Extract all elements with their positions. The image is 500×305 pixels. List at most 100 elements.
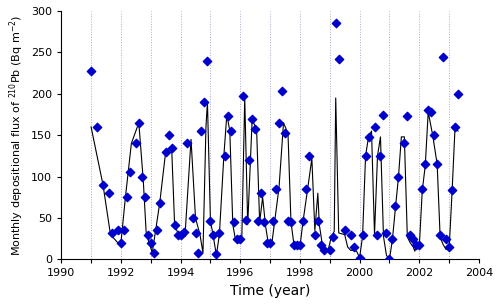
Point — [416, 243, 424, 248]
Point — [328, 235, 336, 239]
Point — [120, 228, 128, 233]
Point — [299, 219, 307, 224]
Point — [192, 231, 200, 235]
Point — [442, 236, 450, 241]
Point — [410, 236, 418, 241]
Point — [87, 68, 95, 73]
Point — [388, 236, 396, 241]
Point — [430, 133, 438, 138]
Point — [386, 257, 394, 262]
Point — [326, 247, 334, 252]
Point — [230, 220, 238, 225]
Point — [188, 216, 196, 221]
Point — [168, 145, 175, 150]
Point — [260, 220, 268, 225]
Point — [314, 218, 322, 223]
Point — [114, 228, 122, 233]
Point — [451, 124, 459, 129]
Point — [206, 218, 214, 223]
Point — [433, 162, 441, 167]
Point — [236, 236, 244, 241]
Point — [254, 218, 262, 223]
Point — [317, 242, 325, 247]
Point — [340, 228, 348, 233]
Point — [152, 228, 160, 233]
Point — [108, 231, 116, 235]
Point — [406, 232, 414, 237]
Point — [132, 141, 140, 146]
Point — [216, 231, 224, 235]
Point — [263, 240, 271, 245]
Point — [228, 129, 235, 134]
Point — [251, 127, 259, 132]
Point — [436, 232, 444, 237]
Point — [278, 89, 286, 94]
Point — [356, 255, 364, 260]
Point — [302, 187, 310, 192]
Point — [156, 201, 164, 206]
Point — [222, 153, 230, 158]
Point — [126, 170, 134, 175]
Point — [212, 251, 220, 256]
Point — [332, 21, 340, 26]
Point — [210, 232, 218, 237]
Point — [346, 232, 354, 237]
Point — [242, 217, 250, 222]
Point — [421, 162, 429, 167]
Point — [170, 222, 178, 227]
Point — [200, 100, 208, 105]
Point — [427, 109, 435, 114]
Point — [198, 129, 205, 134]
Point — [239, 94, 247, 99]
Point — [374, 232, 382, 237]
Point — [180, 230, 188, 235]
Point — [334, 56, 342, 61]
Point — [117, 240, 125, 245]
Y-axis label: Monthly depositional flux of $^{210}$Pb (Bq m$^{-2}$): Monthly depositional flux of $^{210}$Pb … — [7, 15, 26, 256]
Point — [418, 187, 426, 192]
Point — [150, 250, 158, 255]
Point — [257, 191, 265, 196]
Point — [392, 203, 400, 208]
Point — [380, 113, 388, 118]
Point — [147, 240, 155, 245]
Point — [454, 91, 462, 96]
Point — [404, 114, 411, 119]
Point — [358, 232, 366, 237]
Point — [305, 153, 313, 158]
Point — [135, 120, 143, 125]
Point — [123, 195, 131, 200]
Point — [93, 124, 101, 129]
Point — [99, 182, 107, 187]
Point — [275, 120, 283, 125]
Point — [448, 188, 456, 192]
Point — [144, 232, 152, 237]
Point — [296, 243, 304, 248]
Point — [245, 158, 253, 163]
Point — [281, 130, 289, 135]
Point — [248, 116, 256, 121]
Point — [311, 232, 319, 237]
Point — [370, 124, 378, 129]
Point — [162, 149, 170, 154]
Point — [376, 153, 384, 158]
Point — [394, 174, 402, 179]
Point — [105, 191, 113, 196]
Point — [272, 187, 280, 192]
Point — [439, 54, 447, 59]
Point — [362, 153, 370, 158]
Point — [224, 114, 232, 119]
Point — [176, 232, 184, 237]
Point — [320, 247, 328, 252]
Point — [174, 232, 182, 237]
Point — [138, 174, 146, 179]
Point — [182, 141, 190, 146]
Point — [293, 243, 301, 248]
Point — [350, 245, 358, 249]
Point — [284, 218, 292, 223]
Point — [194, 250, 202, 255]
Point — [445, 245, 453, 249]
Point — [164, 133, 172, 138]
Point — [290, 242, 298, 247]
Point — [424, 108, 432, 113]
